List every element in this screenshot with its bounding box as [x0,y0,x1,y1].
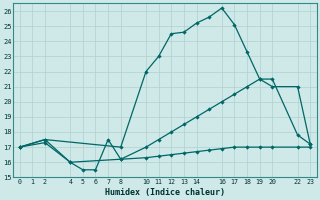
X-axis label: Humidex (Indice chaleur): Humidex (Indice chaleur) [105,188,225,197]
